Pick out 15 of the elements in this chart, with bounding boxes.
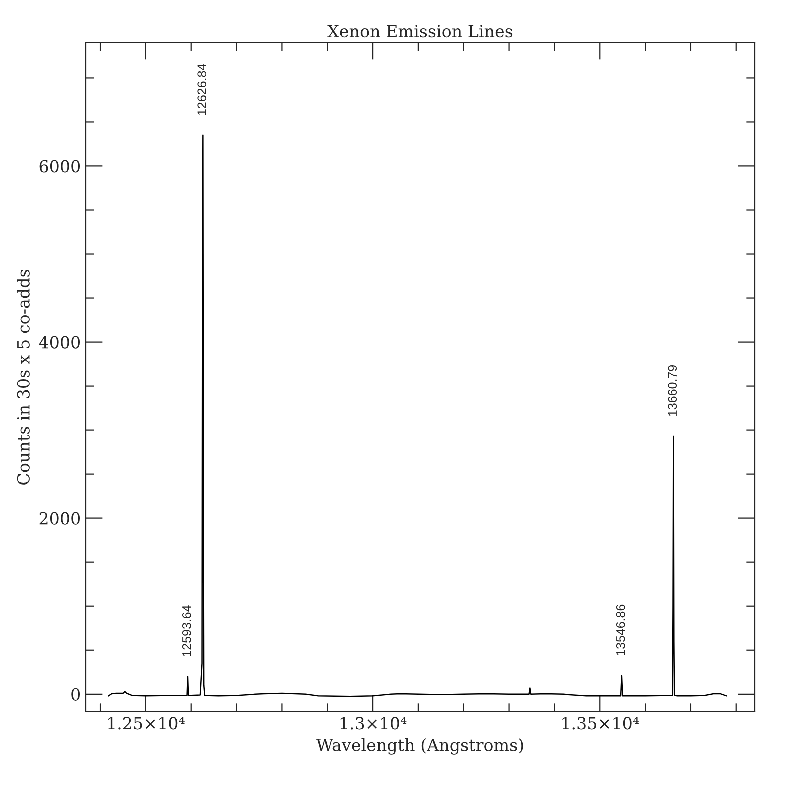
y-axis-title: Counts in 30s x 5 co-adds: [17, 270, 30, 485]
y-tick-label: 0: [72, 688, 80, 701]
chart-title: Xenon Emission Lines: [328, 25, 513, 38]
annotation: 13546.86: [616, 604, 626, 656]
x-tick-label: 1.25×10⁴: [108, 717, 185, 730]
y-tick-label: 4000: [39, 336, 80, 349]
line-series: [108, 134, 728, 698]
annotation: 12593.64: [182, 606, 192, 656]
x-axis-title: Wavelength (Angstroms): [316, 738, 524, 755]
annotation: 12626.84: [198, 64, 207, 116]
x-tick-label: 1.35×10⁴: [562, 717, 640, 730]
x-tick-label: 1.3×10⁴: [340, 717, 407, 730]
y-tick-label: 6000: [40, 160, 80, 173]
y-tick-label: 2000: [40, 512, 80, 525]
annotation: 13660.79: [668, 365, 678, 416]
